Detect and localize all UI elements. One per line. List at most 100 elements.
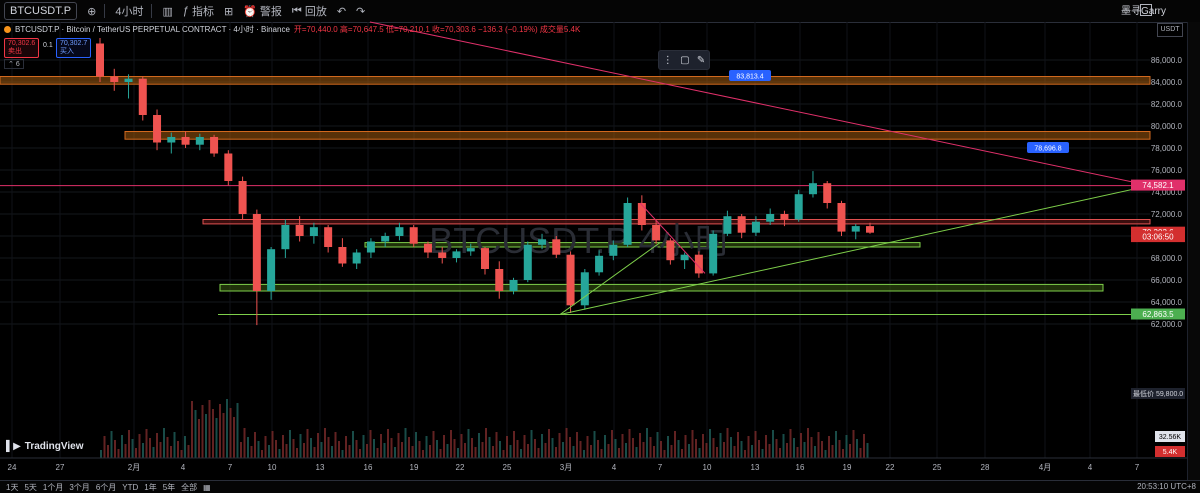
volume-bar	[103, 436, 106, 458]
price-zone	[124, 131, 1151, 140]
volume-bar	[632, 438, 634, 458]
candle-body	[267, 249, 276, 291]
drag-handle-icon[interactable]: ⋮	[662, 54, 673, 66]
chart-type-icon[interactable]: ▥	[162, 5, 173, 18]
volume-bar	[733, 446, 736, 458]
symbol-selector[interactable]: BTCUSDT.P	[4, 2, 78, 20]
volume-bar	[782, 434, 785, 458]
templates-icon[interactable]: ⊞	[224, 5, 234, 18]
volume-bar	[516, 440, 519, 458]
volume-bar	[212, 409, 214, 458]
sell-price: 70,302.6	[8, 40, 36, 47]
volume-bar	[810, 437, 813, 458]
candle-body	[666, 240, 675, 261]
candle-body	[637, 203, 646, 225]
rectangle-icon[interactable]: ▢	[680, 54, 690, 66]
volume-bar	[572, 446, 575, 458]
fullscreen-icon[interactable]	[1140, 4, 1152, 16]
candle-body	[281, 225, 290, 250]
volume-bar	[831, 445, 834, 458]
range-all[interactable]: 全部	[181, 482, 198, 492]
range-5y[interactable]: 5年	[162, 482, 176, 492]
candle-body	[609, 244, 618, 256]
volume-bar	[222, 413, 225, 458]
buy-price: 70,302.7	[60, 40, 88, 47]
volume-bar	[348, 445, 351, 458]
range-6m[interactable]: 6个月	[95, 482, 117, 492]
volume-bar	[331, 446, 333, 458]
calendar-icon[interactable]: ▦	[203, 482, 211, 492]
candle-body	[438, 252, 447, 258]
add-symbol-icon[interactable]: ⊕	[87, 5, 97, 18]
volume-bar	[446, 444, 449, 458]
volume-bar	[859, 448, 862, 458]
volume-bar	[674, 431, 676, 458]
volume-bar	[324, 428, 326, 458]
volume-bar	[359, 449, 361, 458]
price-label-78696: 78,696.8	[1034, 146, 1061, 153]
volume-bar	[278, 449, 281, 458]
time-tick: 7	[658, 463, 663, 472]
alert-button[interactable]: ⏰ 警报	[243, 3, 282, 19]
candle-body	[538, 239, 547, 245]
time-tick: 22	[886, 463, 895, 472]
range-1d[interactable]: 1天	[6, 482, 19, 492]
candle-body	[823, 183, 832, 203]
volume-bar	[355, 440, 358, 458]
range-1y[interactable]: 1年	[144, 482, 157, 492]
sell-button[interactable]: 70,302.6 卖出	[4, 38, 40, 58]
range-1m[interactable]: 1个月	[42, 482, 64, 492]
volume-bar	[513, 431, 515, 458]
volume-bar	[383, 443, 386, 458]
volume-bar	[362, 435, 365, 458]
candle-body	[837, 203, 846, 232]
interval-selector[interactable]: 4小时	[115, 6, 144, 18]
brush-icon[interactable]: ✎	[696, 54, 706, 66]
volume-bar	[254, 432, 256, 458]
volume-bar	[408, 437, 410, 458]
volume-bar	[611, 430, 613, 458]
volume-bar	[670, 445, 673, 458]
time-tick: 3月	[560, 463, 572, 472]
price-label-78696-box	[1027, 142, 1069, 153]
volume-bar	[607, 444, 610, 458]
currency-selector[interactable]: USDT	[1157, 23, 1183, 37]
range-5d[interactable]: 5天	[24, 482, 37, 492]
level-74582-label: 74,582.1	[1142, 181, 1174, 190]
volume-bar	[838, 440, 841, 458]
volume-bar	[436, 440, 438, 458]
volume-bar	[481, 442, 484, 458]
undo-icon[interactable]: ↶	[336, 5, 347, 18]
volume-bar	[173, 432, 176, 458]
time-tick: 27	[56, 463, 65, 472]
buy-button[interactable]: 70,302.7 买入	[56, 38, 92, 58]
spread-value: 0.1	[43, 42, 53, 49]
time-tick: 28	[981, 463, 990, 472]
volume-bar	[401, 442, 403, 458]
candle-body	[566, 254, 575, 306]
user-name[interactable]: 墨寻Garry	[1121, 6, 1166, 17]
volume-bar	[478, 433, 480, 458]
indicators-button[interactable]: ƒ 指标	[183, 3, 214, 19]
volume-bar	[289, 430, 291, 458]
volume-bar	[523, 435, 526, 458]
time-tick: 13	[316, 463, 325, 472]
volume-bar	[569, 437, 571, 458]
volume-bar	[653, 446, 655, 458]
time-axis: 24 27 2月 4 7 10 13 16 19 22 25 3月 4 7 10 13 16 19 22 25 28 4月…	[0, 457, 1187, 472]
time-tick: 22	[456, 463, 465, 472]
clock[interactable]: 20:53:10 UTC+8	[1137, 482, 1196, 491]
volume-bar	[691, 430, 694, 458]
indicator-toggle[interactable]: ⌃ 6	[4, 59, 24, 69]
range-3m[interactable]: 3个月	[69, 482, 90, 492]
candle-body	[324, 227, 333, 247]
redo-icon[interactable]: ↷	[356, 5, 366, 18]
volume-bar	[107, 445, 109, 458]
price-tick: 80,000.0	[1151, 122, 1183, 131]
indicators-label: 指标	[192, 6, 214, 18]
candlesticks	[96, 38, 874, 326]
range-ytd[interactable]: YTD	[122, 482, 139, 492]
watermark: BTCUSDT.P 4小时	[429, 220, 730, 261]
replay-button[interactable]: ⏮ 回放	[292, 3, 327, 19]
